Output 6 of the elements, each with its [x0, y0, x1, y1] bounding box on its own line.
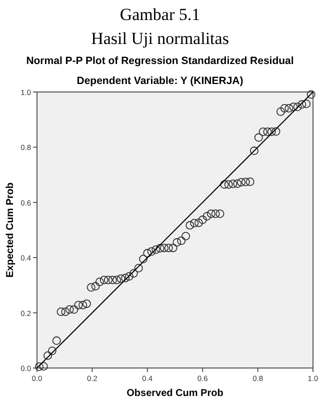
chart-title: Normal P-P Plot of Regression Standardized Residual	[26, 55, 294, 67]
chart-subtitle: Dependent Variable: Y (KINERJA)	[76, 75, 244, 87]
x-axis-title: Observed Cum Prob	[126, 388, 224, 399]
text: Hasil Uji normalitas	[91, 29, 229, 48]
text: Gambar 5.1	[120, 5, 200, 24]
y-axis-title: Expected Cum Prob	[5, 182, 16, 278]
